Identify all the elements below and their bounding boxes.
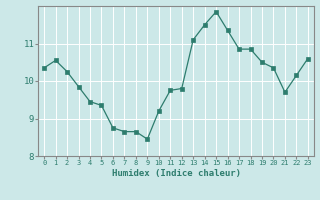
X-axis label: Humidex (Indice chaleur): Humidex (Indice chaleur) <box>111 169 241 178</box>
